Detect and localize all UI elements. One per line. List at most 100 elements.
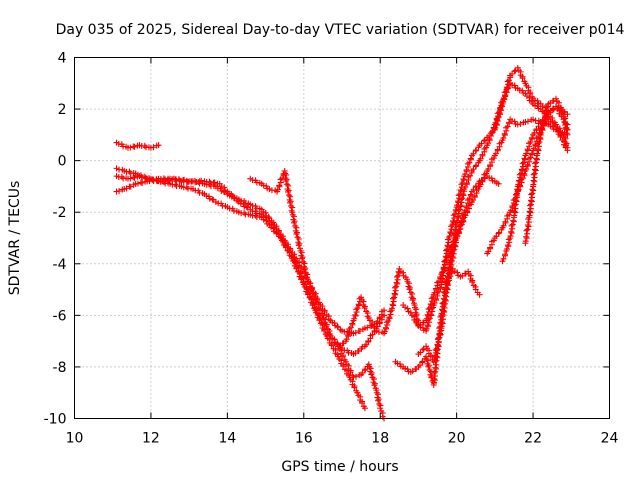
data-point-marker (523, 227, 530, 234)
data-point-marker (361, 405, 368, 412)
data-point-marker (354, 305, 361, 312)
data-point-marker (490, 237, 497, 244)
data-point-marker (530, 177, 537, 184)
data-point-marker (506, 211, 513, 218)
data-point-marker (528, 191, 535, 198)
data-point-marker (347, 369, 354, 376)
data-point-marker (389, 295, 396, 302)
data-point-marker (503, 84, 510, 91)
data-point-marker (382, 324, 389, 331)
data-point-marker (453, 239, 460, 246)
data-point-marker (553, 95, 559, 102)
y-tick-label: -6 (53, 308, 67, 324)
data-point-marker (505, 236, 512, 243)
data-point-marker (501, 89, 508, 96)
data-point-marker (533, 155, 540, 162)
data-point-marker (146, 178, 153, 185)
data-point-marker (432, 285, 439, 292)
data-point-marker (451, 242, 458, 249)
data-point-marker (437, 274, 444, 281)
data-point-marker (530, 171, 537, 178)
data-point-marker (459, 212, 466, 219)
data-point-marker (218, 187, 225, 194)
data-point-marker (524, 146, 531, 153)
data-point-marker (290, 213, 297, 220)
data-point-marker (451, 246, 458, 253)
data-point-marker (505, 119, 512, 126)
data-point-marker (295, 235, 302, 242)
data-point-marker (436, 334, 443, 341)
data-point-marker (522, 80, 529, 87)
data-point-marker (516, 87, 523, 94)
data-point-marker (317, 307, 324, 314)
data-point-marker (431, 375, 438, 382)
data-point-marker (521, 155, 528, 162)
data-point-marker (478, 140, 485, 147)
data-point-marker (162, 176, 169, 183)
data-point-marker (460, 176, 467, 183)
data-point-marker (155, 142, 162, 149)
data-point-marker (469, 279, 476, 286)
data-point-marker (270, 225, 277, 232)
data-point-marker (536, 134, 543, 141)
data-point-marker (431, 352, 438, 359)
data-point-marker (309, 302, 316, 309)
data-point-marker (452, 243, 459, 250)
data-point-marker (497, 104, 504, 111)
data-point-marker (241, 203, 248, 210)
data-point-marker (263, 217, 270, 224)
data-point-marker (353, 306, 360, 313)
data-point-marker (321, 327, 328, 334)
data-point-marker (531, 97, 538, 104)
data-point-marker (509, 118, 516, 125)
data-point-marker (457, 187, 464, 194)
x-tick-label: 20 (448, 431, 466, 447)
data-point-marker (431, 356, 438, 363)
data-point-marker (483, 144, 490, 151)
data-point-marker (508, 228, 515, 235)
data-point-marker (518, 170, 525, 177)
data-point-marker (276, 182, 283, 189)
data-point-marker (392, 284, 399, 291)
data-point-marker (454, 198, 461, 205)
data-point-marker (538, 129, 545, 136)
data-point-marker (185, 178, 192, 185)
data-point-marker (150, 144, 157, 151)
data-point-marker (451, 268, 458, 275)
data-point-marker (127, 175, 134, 182)
data-point-marker (352, 311, 359, 318)
data-point-marker (515, 181, 522, 188)
data-point-marker (300, 263, 307, 270)
data-point-marker (512, 197, 519, 204)
data-point-marker (262, 209, 269, 216)
data-point-marker (457, 222, 464, 229)
data-point-marker (293, 231, 300, 238)
data-point-marker (500, 255, 507, 262)
data-point-marker (517, 121, 524, 128)
data-point-marker (448, 262, 455, 269)
data-point-marker (402, 304, 409, 311)
data-point-marker (424, 322, 431, 329)
x-tick-label: 12 (142, 431, 160, 447)
data-point-marker (409, 297, 416, 304)
data-point-marker (295, 242, 302, 249)
data-point-marker (450, 212, 457, 219)
data-point-marker (417, 349, 424, 356)
data-point-marker (440, 301, 447, 308)
data-point-marker (139, 180, 146, 187)
data-point-marker (542, 114, 549, 121)
data-point-marker (486, 132, 493, 139)
data-point-marker (454, 202, 461, 209)
plot-frame (74, 57, 610, 419)
data-point-marker (563, 141, 570, 148)
data-point-marker (298, 255, 305, 262)
data-point-marker (528, 150, 535, 157)
data-point-marker (339, 353, 346, 360)
data-point-marker (404, 278, 411, 285)
data-point-marker (448, 223, 455, 230)
chart-title: Day 035 of 2025, Sidereal Day-to-day VTE… (56, 22, 625, 38)
data-point-marker (505, 77, 512, 84)
data-point-marker (288, 207, 295, 214)
x-tick-label: 24 (601, 431, 619, 447)
data-point-marker (526, 202, 533, 209)
